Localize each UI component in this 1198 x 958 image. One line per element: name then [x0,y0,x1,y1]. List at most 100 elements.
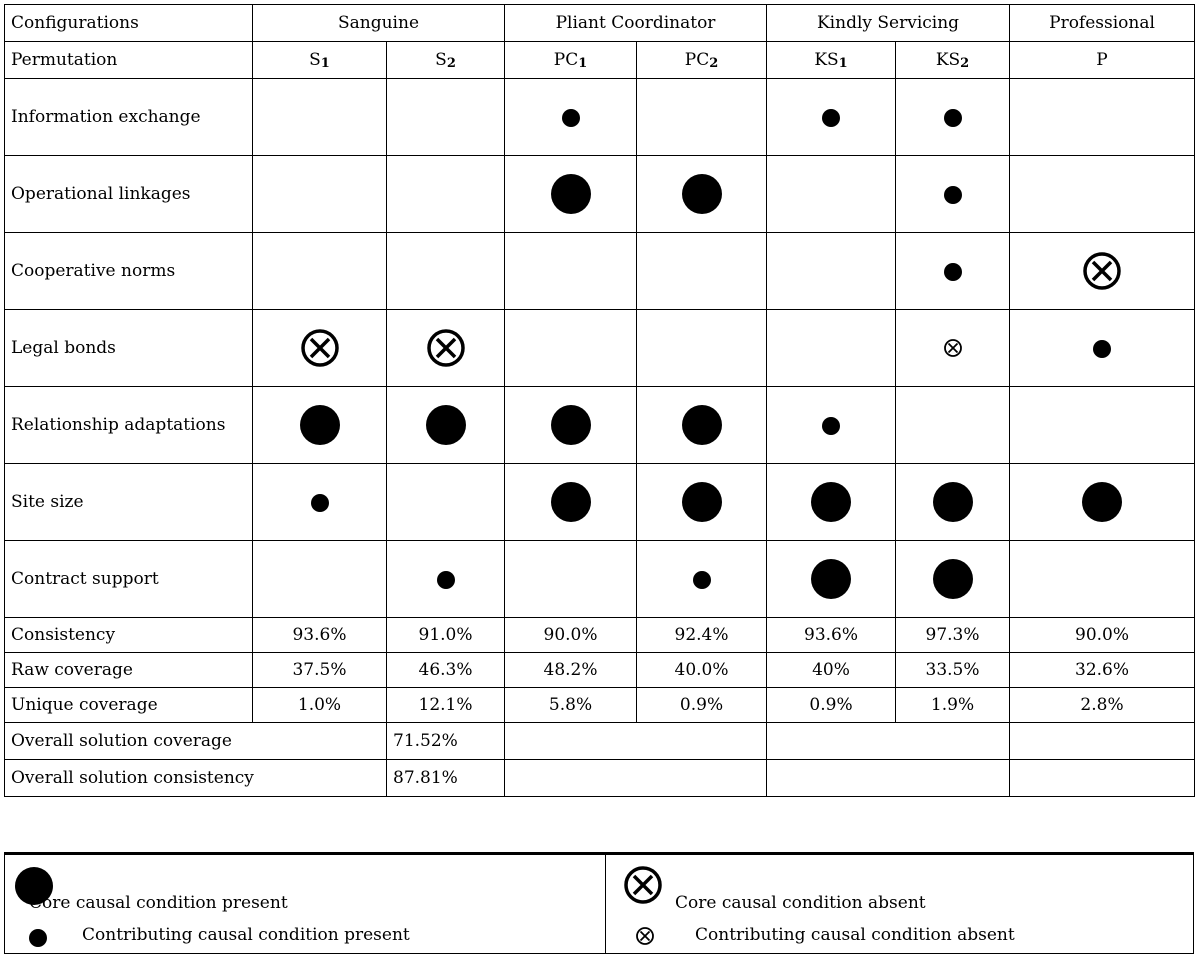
condition-cell [1009,540,1196,618]
metric-value: 12.1% [385,687,506,723]
condition-cell [1009,78,1196,156]
condition-row: Relationship adaptations [4,386,1196,464]
permutation-p: P [1009,41,1196,79]
contrib-present-icon [1093,339,1112,358]
condition-cell [636,309,768,387]
contrib-present-icon [822,416,841,435]
condition-cell [636,540,768,618]
contrib-present-icon [561,108,580,127]
condition-cell [385,309,506,387]
legend-divider [605,855,606,953]
condition-cell [252,463,387,541]
permutation-base: PC [553,49,579,70]
metric-value: 1.0% [252,687,387,723]
condition-cell [385,386,506,464]
permutation-subscript: 1 [578,55,588,71]
core-absent-icon [426,329,465,367]
condition-cell [385,232,506,310]
core-absent-icon [1083,252,1121,290]
core-absent-icon [300,329,339,367]
core-present-icon [550,482,591,522]
contrib-present-icon [943,185,962,204]
configuration-table-container: Configurations Sanguine Pliant Coordinat… [4,4,1196,797]
core-present-icon [932,559,973,599]
condition-row: Contract support [4,540,1196,618]
metric-value: 93.6% [252,617,387,653]
condition-label: Cooperative norms [4,232,253,310]
condition-row: Information exchange [4,78,1196,156]
permutation-s2: S2 [385,41,506,79]
metric-value: 1.9% [895,687,1011,723]
permutation-base: KS [935,49,961,70]
metric-value: 0.9% [636,687,768,723]
overall-label: Overall solution consistency [4,759,387,797]
condition-cell [385,155,506,233]
overall-value: 87.81% [385,759,506,797]
condition-cell [504,463,638,541]
condition-cell [504,386,638,464]
condition-cell [385,540,506,618]
permutation-subscript: 1 [838,55,848,71]
core-present-legend-icon [15,867,53,905]
condition-row: Site size [4,463,1196,541]
metric-value: 90.0% [504,617,638,653]
condition-cell [504,232,638,310]
condition-cell [766,463,897,541]
condition-cell [504,540,638,618]
permutation-ks1: KS1 [766,41,897,79]
condition-label: Operational linkages [4,155,253,233]
permutation-subscript: 1 [320,55,330,71]
condition-cell [895,78,1011,156]
contrib-present-legend-label: Contributing causal condition present [82,925,410,945]
condition-cell [504,155,638,233]
metric-value: 92.4% [636,617,768,653]
condition-cell [766,309,897,387]
core-present-icon [811,482,852,522]
metric-value: 40.0% [636,652,768,688]
condition-label: Site size [4,463,253,541]
metric-row: Unique coverage 1.0% 12.1% 5.8% 0.9% 0.9% 1.9%… [4,687,1196,723]
group-pliant-coordinator: Pliant Coordinator [504,4,768,42]
configurations-header-row: Configurations Sanguine Pliant Coordinat… [4,4,1196,42]
condition-cell [252,540,387,618]
metric-value: 40% [766,652,897,688]
condition-cell [1009,155,1196,233]
condition-cell [766,155,897,233]
group-sanguine: Sanguine [251,4,506,42]
contrib-present-icon [436,570,455,589]
permutation-header-row: Permutation S1 S2 PC1 PC2 KS1 KS2 P [4,41,1196,79]
condition-cell [636,463,768,541]
permutation-pc2: PC2 [636,41,768,79]
metric-label: Unique coverage [4,687,253,723]
condition-cell [895,386,1011,464]
metric-label: Raw coverage [4,652,253,688]
condition-cell [636,232,768,310]
core-present-icon [681,405,722,445]
condition-cell [1009,463,1196,541]
condition-row: Legal bonds [4,309,1196,387]
condition-cell [252,78,387,156]
core-present-icon [299,405,340,445]
metric-value: 2.8% [1009,687,1196,723]
condition-cell [252,309,387,387]
permutation-base: P [1096,50,1108,70]
empty-cell [1009,759,1196,797]
condition-cell [895,155,1011,233]
contrib-present-legend-icon [29,927,47,947]
contrib-present-icon [943,108,962,127]
overall-row: Overall solution coverage 71.52% [4,722,1196,760]
metric-value: 90.0% [1009,617,1196,653]
overall-label: Overall solution coverage [4,722,387,760]
metric-row: Raw coverage 37.5% 46.3% 48.2% 40.0% 40% 33.5%… [4,652,1196,688]
empty-cell [1009,722,1196,760]
configurations-label: Configurations [4,4,253,42]
metric-value: 33.5% [895,652,1011,688]
empty-cell [766,759,1011,797]
core-present-icon [681,174,722,214]
core-present-icon [811,559,852,599]
core-absent-legend-icon [623,865,663,905]
condition-cell [1009,386,1196,464]
core-present-icon [550,174,591,214]
metric-label: Consistency [4,617,253,653]
condition-cell [766,386,897,464]
